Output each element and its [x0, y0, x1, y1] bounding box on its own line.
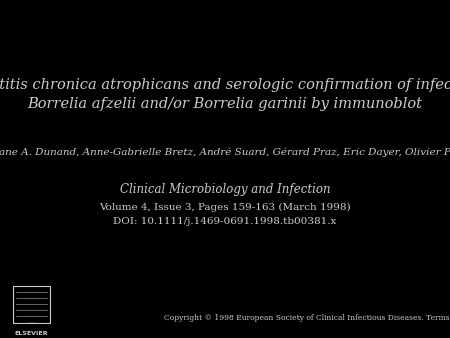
Text: Clinical Microbiology and Infection: Clinical Microbiology and Infection [120, 183, 330, 196]
Text: ELSEVIER: ELSEVIER [15, 331, 48, 336]
Text: Viviane A. Dunand, Anne-Gabrielle Bretz, André Suard, Gérard Praz, Eric Dayer, O: Viviane A. Dunand, Anne-Gabrielle Bretz,… [0, 147, 450, 157]
Text: Copyright © 1998 European Society of Clinical Infectious Diseases. Terms and Con: Copyright © 1998 European Society of Cli… [164, 314, 450, 322]
Text: DOI: 10.1111/j.1469-0691.1998.tb00381.x: DOI: 10.1111/j.1469-0691.1998.tb00381.x [113, 217, 337, 226]
Text: Volume 4, Issue 3, Pages 159-163 (March 1998): Volume 4, Issue 3, Pages 159-163 (March … [99, 203, 351, 212]
Text: Acrodermatitis chronica atrophicans and serologic confirmation of infection due : Acrodermatitis chronica atrophicans and … [0, 78, 450, 112]
